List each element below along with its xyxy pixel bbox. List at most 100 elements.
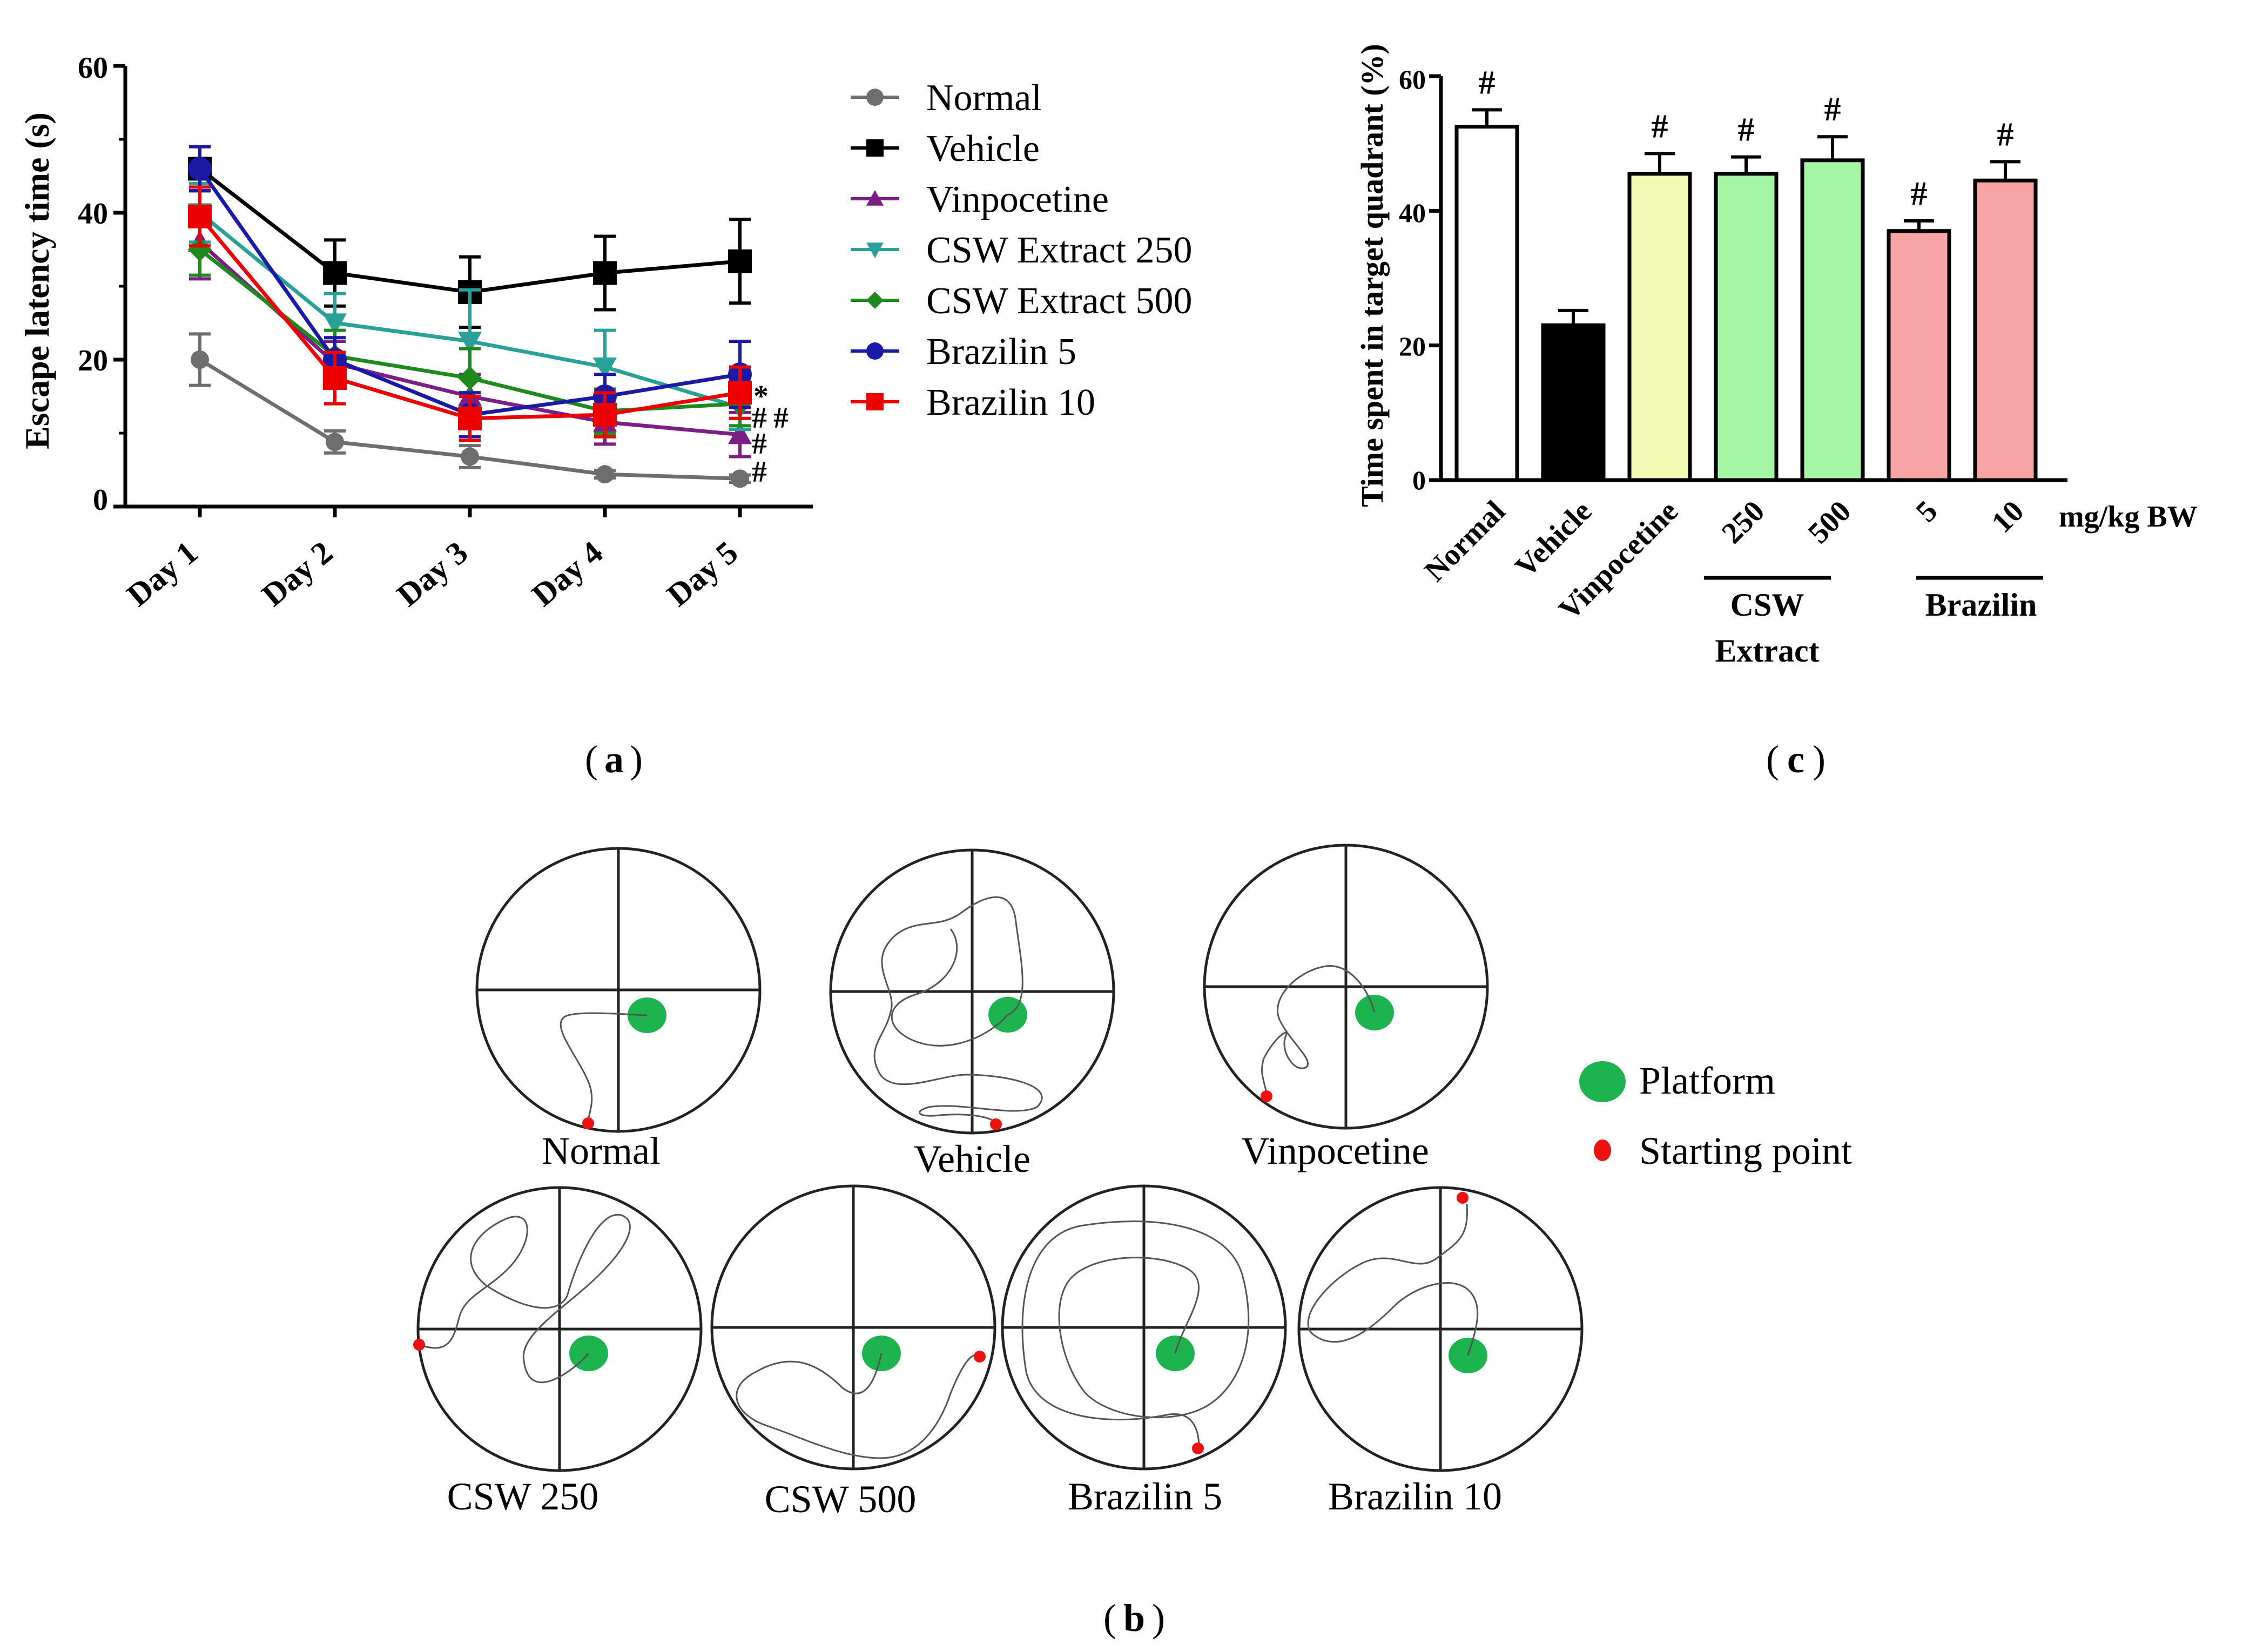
bar	[1454, 125, 1519, 482]
bar-group: #	[1973, 116, 2038, 482]
data-point	[728, 249, 752, 273]
significance-mark: #	[1824, 91, 1841, 128]
series-brazilin-10	[188, 185, 752, 442]
panel-label-close-paren: )	[1813, 738, 1826, 781]
significance-mark: #	[1738, 112, 1755, 149]
significance-mark: #	[1911, 176, 1928, 212]
panel-a-axes	[113, 64, 813, 517]
legend-marker	[866, 89, 884, 106]
panel-label-open-paren: (	[1766, 738, 1779, 781]
bar-group: #	[1800, 91, 1865, 482]
data-point	[458, 406, 482, 430]
legend-marker	[866, 342, 884, 360]
legend-marker	[866, 393, 884, 410]
significance-mark: #	[1479, 64, 1496, 101]
maze-brazilin-5: Brazilin 5	[1001, 1184, 1287, 1518]
bar	[1714, 172, 1779, 482]
data-point	[728, 422, 752, 444]
legend-marker	[866, 292, 884, 309]
starting-point-marker	[582, 1117, 594, 1129]
y-tick-label: 60	[1399, 64, 1426, 95]
bar-group: #	[1714, 112, 1779, 482]
significance-mark: #	[1997, 116, 2014, 153]
legend-label: Vehicle	[926, 128, 1040, 170]
bar-group: #	[1627, 108, 1692, 482]
legend-entry: Vinpocetine	[851, 179, 1109, 220]
legend-label: CSW Extract 250	[926, 230, 1193, 271]
significance-mark: *	[753, 380, 769, 413]
starting-point-marker	[974, 1351, 986, 1363]
panel-c-y-ticks: 0 20 40 60	[1399, 64, 1426, 495]
bar	[1541, 323, 1606, 482]
data-point	[461, 447, 479, 466]
maze-vehicle: Vehicle	[829, 848, 1115, 1181]
starting-point-marker	[1192, 1442, 1204, 1454]
panel-label-close-paren: )	[1152, 1596, 1165, 1640]
maze-label: Brazilin 5	[1068, 1475, 1222, 1518]
data-point	[323, 313, 347, 335]
maze-label: Vinpocetine	[1241, 1129, 1429, 1172]
panel-a-legend: Normal Vehicle Vinpocetine CSW Extract 250 C…	[851, 77, 1193, 423]
legend-label: Normal	[926, 77, 1042, 119]
data-point	[731, 469, 749, 488]
legend-entry: CSW Extract 250	[851, 230, 1193, 271]
y-tick-label: 40	[78, 197, 108, 231]
bar	[1627, 172, 1692, 482]
data-point	[188, 157, 212, 181]
starting-point-marker	[413, 1339, 425, 1351]
y-tick-label: 60	[78, 51, 108, 85]
panel-b-legend: Platform Starting point	[1579, 1059, 1852, 1172]
legend-start-label: Starting point	[1639, 1129, 1852, 1172]
legend-marker	[866, 242, 884, 258]
maze-csw-250: CSW 250	[413, 1186, 703, 1518]
legend-entry: Normal	[851, 77, 1042, 119]
legend-marker	[866, 139, 884, 157]
data-point	[188, 204, 212, 228]
y-tick-label: 20	[78, 344, 108, 377]
panel-label-open-paren: (	[1103, 1596, 1116, 1640]
y-tick-label: 0	[93, 483, 108, 517]
maze-label: Vehicle	[914, 1137, 1030, 1181]
maze-label: CSW 250	[447, 1475, 599, 1518]
data-point	[593, 358, 617, 379]
starting-point-marker	[1261, 1090, 1272, 1102]
bar	[1973, 178, 2038, 482]
panel-c-y-axis-label: Time spent in target quadrant (%)	[1355, 44, 1390, 507]
panel-b-caption: ( b )	[1103, 1596, 1165, 1640]
panel-c-bars: # # # # # #	[1454, 64, 2038, 482]
panel-label-b: b	[1123, 1596, 1145, 1640]
group-label-csw: CSW	[1730, 587, 1804, 623]
swim-path	[873, 896, 1043, 1124]
bar-group	[1541, 308, 1606, 482]
x-axis-unit-label: mg/kg BW	[2059, 500, 2198, 534]
y-tick-label: 20	[1399, 331, 1426, 361]
panel-a-series	[188, 145, 752, 488]
legend-label: CSW Extract 500	[926, 280, 1193, 322]
significance-mark: ##	[752, 401, 795, 435]
series-normal	[189, 332, 751, 488]
panel-label-open-paren: (	[585, 738, 598, 781]
legend-label: Brazilin 5	[926, 331, 1076, 373]
legend-platform-swatch	[1579, 1061, 1626, 1102]
panel-a-caption: ( a )	[585, 738, 643, 781]
significance-mark: #	[1652, 108, 1668, 145]
y-tick-label: 40	[1399, 198, 1426, 228]
bar	[1887, 229, 1951, 482]
swim-path	[424, 1213, 631, 1384]
swim-path	[1021, 1221, 1250, 1448]
y-tick-label: 0	[1412, 465, 1426, 495]
legend-entry: Brazilin 5	[851, 331, 1076, 373]
legend-entry: Brazilin 10	[851, 382, 1095, 423]
maze-csw-500: CSW 500	[710, 1184, 996, 1521]
data-point	[593, 403, 617, 427]
swim-path	[560, 1012, 648, 1124]
data-point	[323, 366, 347, 390]
significance-mark: #	[752, 427, 767, 461]
data-point	[458, 366, 482, 390]
bar-group: #	[1454, 64, 1519, 482]
data-point	[323, 261, 347, 285]
panel-label-a: a	[604, 738, 624, 781]
bar-group: #	[1887, 176, 1951, 482]
